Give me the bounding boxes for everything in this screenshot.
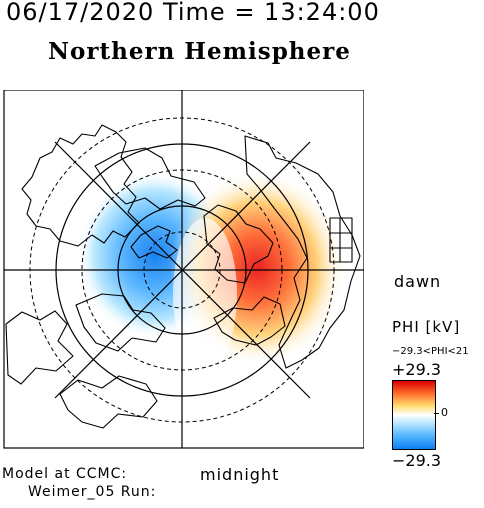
midnight-label: midnight: [200, 465, 280, 484]
bottom-coastline: [59, 375, 158, 429]
map-content: [4, 90, 364, 448]
diagonal-meridian-b: [54, 141, 311, 399]
neutral-gap: [173, 218, 237, 370]
date-time-title: 06/17/2020 Time = 13:24:00: [6, 0, 380, 26]
run-label: Weimer_05 Run:: [28, 484, 157, 500]
north-coastline: [94, 147, 206, 210]
grid-side-coastline: [329, 217, 353, 263]
right-lower-coastline: [213, 296, 286, 346]
phi-colorbar-title: PHI [kV]: [392, 318, 461, 336]
polar-map: [3, 90, 364, 449]
polar-island-group: [130, 225, 178, 259]
central-island-cluster: [203, 204, 274, 284]
lower-left-coastline: [5, 310, 74, 385]
right-upper-coastline: [244, 135, 361, 369]
colorbar-zero-tick: [434, 413, 439, 414]
meridian-lines: [4, 90, 364, 448]
colorbar-zero-label: 0: [441, 406, 448, 419]
colorbar-min-label: −29.3: [392, 451, 442, 470]
dawn-label: dawn: [394, 272, 442, 291]
polar-map-frame: [0, 90, 364, 450]
phi-colorbar: [392, 380, 436, 450]
model-label: Model at CCMC:: [2, 466, 128, 482]
phi-range-text: −29.3<PHI<21: [392, 346, 469, 357]
left-upper-coastline: [21, 124, 140, 247]
hemisphere-title: Northern Hemisphere: [48, 38, 351, 65]
coastline-outlines: [5, 124, 361, 429]
colorbar-max-label: +29.3: [392, 360, 442, 379]
potential-field: [77, 170, 346, 370]
lower-center-coastline: [75, 293, 166, 352]
